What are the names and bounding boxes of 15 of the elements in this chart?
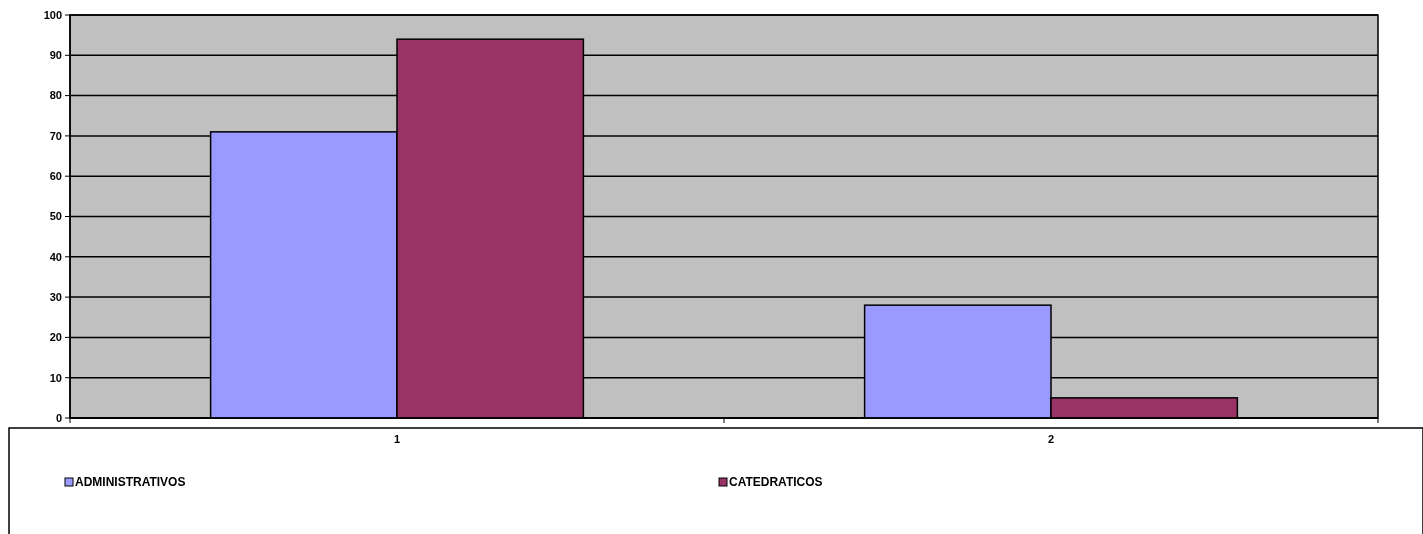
y-tick-label: 70: [49, 129, 62, 142]
y-tick-label: 100: [43, 8, 62, 21]
y-tick-label: 60: [49, 170, 62, 183]
y-tick-label: 90: [49, 49, 62, 62]
x-tick-label: 1: [393, 433, 401, 445]
y-tick-label: 20: [49, 331, 62, 344]
y-tick-label: 0: [55, 411, 62, 424]
y-tick-label: 30: [49, 290, 62, 303]
y-tick-label: 80: [49, 89, 62, 102]
y-tick-label: 10: [49, 371, 62, 384]
y-tick-label: 50: [49, 210, 62, 223]
x-tick-label: 2: [1047, 433, 1055, 445]
y-tick-label: 40: [49, 250, 62, 263]
legend-label: CATEDRATICOS: [729, 475, 823, 490]
legend-label: ADMINISTRATIVOS: [75, 475, 186, 490]
